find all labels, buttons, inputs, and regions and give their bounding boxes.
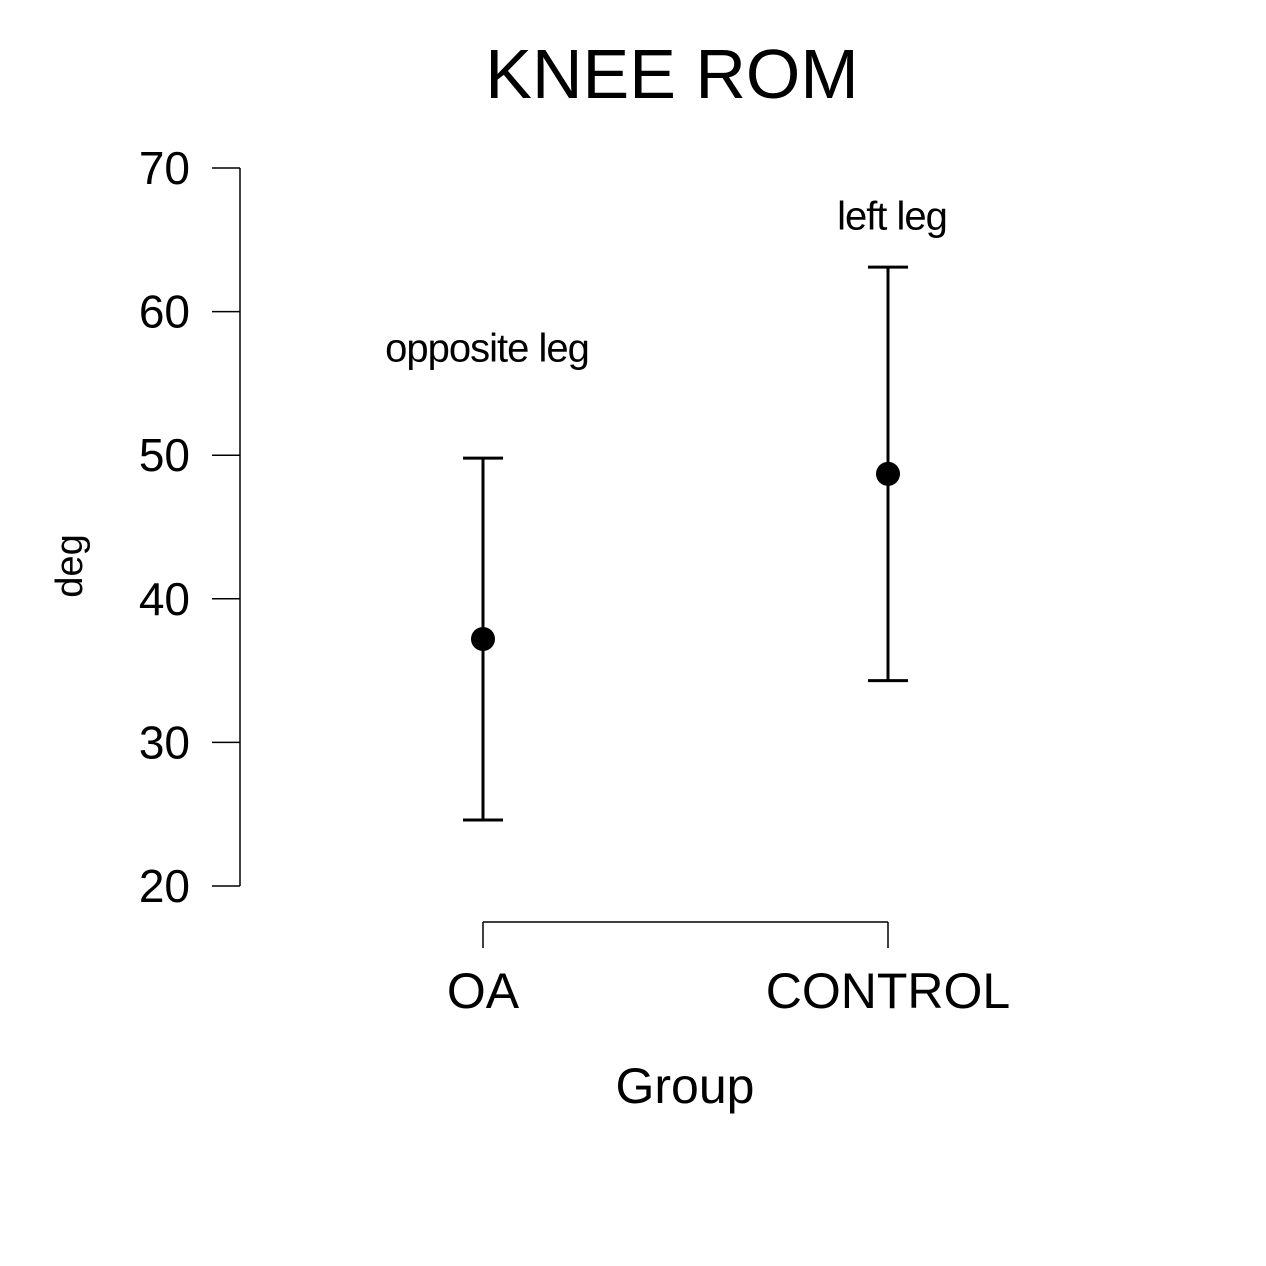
- data-point: [876, 461, 900, 486]
- x-axis: OA CONTROL: [447, 921, 1010, 1019]
- y-tick-label: 30: [139, 716, 190, 768]
- x-axis-label: Group: [616, 1058, 755, 1114]
- x-tick-label: CONTROL: [766, 963, 1010, 1019]
- y-tick-label: 40: [139, 573, 190, 625]
- annotations: opposite leg left leg: [385, 194, 948, 371]
- y-tick-label: 60: [139, 286, 190, 338]
- y-tick-label: 20: [139, 860, 190, 912]
- x-tick-label: OA: [447, 963, 520, 1019]
- y-axis: 20 30 40 50 60 70: [139, 142, 241, 912]
- y-axis-label: deg: [49, 534, 91, 597]
- y-tick-label: 70: [139, 142, 190, 194]
- data-marks: [463, 265, 908, 822]
- chart-title: KNEE ROM: [485, 35, 858, 113]
- y-tick-label: 50: [139, 429, 190, 481]
- data-point: [471, 627, 495, 652]
- annotation-label: opposite leg: [385, 327, 589, 371]
- annotation-label: left leg: [837, 194, 947, 238]
